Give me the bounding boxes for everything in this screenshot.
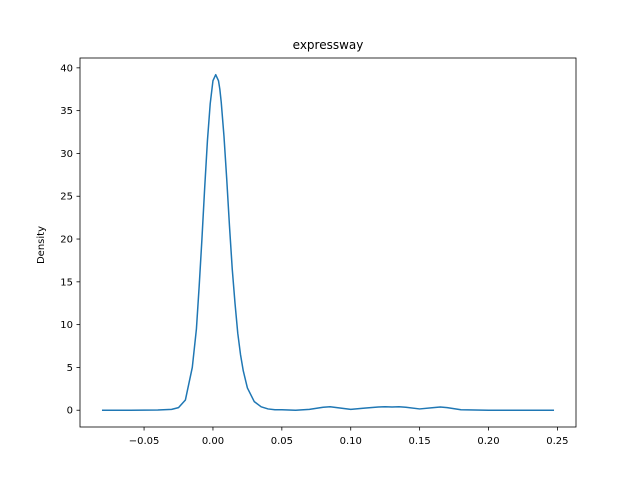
- y-tick-label: 10: [60, 320, 73, 331]
- y-axis-label: Density: [36, 226, 47, 264]
- x-axis-ticks: −0.05 0.00 0.05 0.10 0.15 0.20 0.25: [129, 427, 569, 447]
- y-tick-label: 25: [60, 192, 73, 203]
- axes-frame: [79, 57, 577, 428]
- y-tick-label: 15: [60, 277, 73, 288]
- y-tick-label: 40: [60, 63, 73, 74]
- y-tick-label: 0: [67, 406, 73, 417]
- x-tick-label: 0.25: [546, 436, 568, 447]
- y-tick-label: 20: [60, 235, 73, 246]
- x-tick-label: −0.05: [129, 436, 160, 447]
- y-axis-ticks: 0 5 10 15 20 25 30 35 40: [60, 63, 80, 417]
- x-tick-label: 0.20: [477, 436, 499, 447]
- chart-title: expressway: [293, 38, 364, 52]
- x-tick-label: 0.05: [271, 436, 293, 447]
- series-line: [101, 73, 555, 411]
- y-tick-label: 5: [67, 363, 73, 374]
- x-tick-label: 0.00: [202, 436, 224, 447]
- y-tick-label: 35: [60, 106, 73, 117]
- x-tick-label: 0.10: [340, 436, 362, 447]
- y-tick-label: 30: [60, 149, 73, 160]
- x-tick-label: 0.15: [408, 436, 430, 447]
